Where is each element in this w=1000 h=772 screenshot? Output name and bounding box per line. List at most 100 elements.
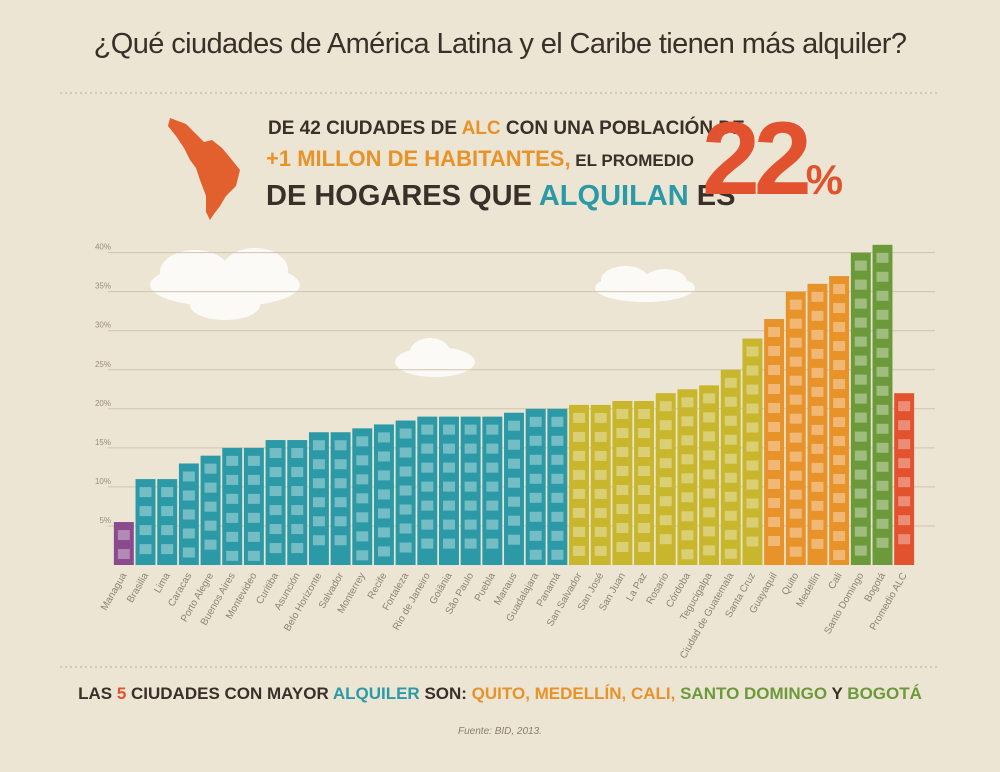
window [551,549,564,560]
bar [569,404,589,565]
window [377,432,390,443]
window [898,420,911,431]
window [789,508,802,519]
bar [872,244,893,566]
window [204,520,217,531]
big-number: 22% [702,100,843,219]
window [854,526,867,537]
window [464,424,477,435]
bar [829,276,850,565]
window [724,415,737,426]
window [876,328,889,339]
text: BOGOTÁ [847,684,922,703]
window [703,488,716,499]
window [833,360,846,371]
window [833,379,846,390]
window [377,489,390,500]
window [594,545,607,556]
window [854,507,867,518]
text: SANTO DOMINGO [675,684,828,703]
window [789,299,802,310]
window [768,479,781,489]
window [421,481,434,492]
window [161,487,174,498]
window [117,549,130,560]
window [876,499,889,510]
window [833,284,846,295]
window [768,422,781,432]
window [204,482,217,493]
window [529,454,542,465]
window [594,412,607,423]
window [377,508,390,519]
window [876,518,889,529]
window [291,524,304,535]
window [659,401,672,412]
window [876,290,889,301]
window [898,439,911,450]
headline-line: +1 MILLON DE HABITANTES, EL PROMEDIO [266,146,694,172]
window [247,474,260,485]
bar [655,393,676,565]
x-tick-label: Managua [99,571,130,613]
window [269,467,282,478]
window [616,485,629,495]
bar [287,440,308,565]
window [508,477,520,488]
window [724,548,737,559]
window [573,469,586,480]
text: QUITO, [471,684,530,703]
window [638,409,651,419]
window [421,424,434,435]
window [508,458,520,469]
window [551,454,564,465]
window [854,412,867,423]
window [789,375,802,386]
window [789,489,802,500]
window [486,538,499,549]
window [377,546,390,557]
window [789,527,802,538]
window [182,509,195,520]
window [247,512,260,523]
bar [785,291,806,565]
bar [178,463,199,565]
window [638,485,651,495]
window [789,432,802,443]
window [854,450,867,461]
window [399,485,412,496]
clouds [150,248,695,377]
bar [243,447,264,565]
window [356,550,369,561]
window [312,478,325,489]
window [898,458,911,469]
window [811,310,824,321]
window [854,260,867,271]
window [833,474,846,485]
window [768,327,781,337]
window [139,544,152,555]
window [854,298,867,309]
window [464,481,477,492]
window [594,526,607,537]
window [399,466,412,477]
bar [439,416,459,565]
text: % [805,156,843,203]
window [312,516,325,527]
window [833,493,846,504]
window [811,519,824,530]
window [703,545,716,556]
bar [417,416,438,565]
window [442,443,455,454]
bar [764,319,785,565]
window [876,252,889,263]
window [442,481,455,492]
window [399,447,412,458]
window [811,424,824,435]
window [421,443,434,454]
bar [352,428,373,565]
x-tick-label: Quito [780,571,802,598]
window [312,459,325,470]
text: CALI, [626,684,676,703]
window [638,542,651,552]
